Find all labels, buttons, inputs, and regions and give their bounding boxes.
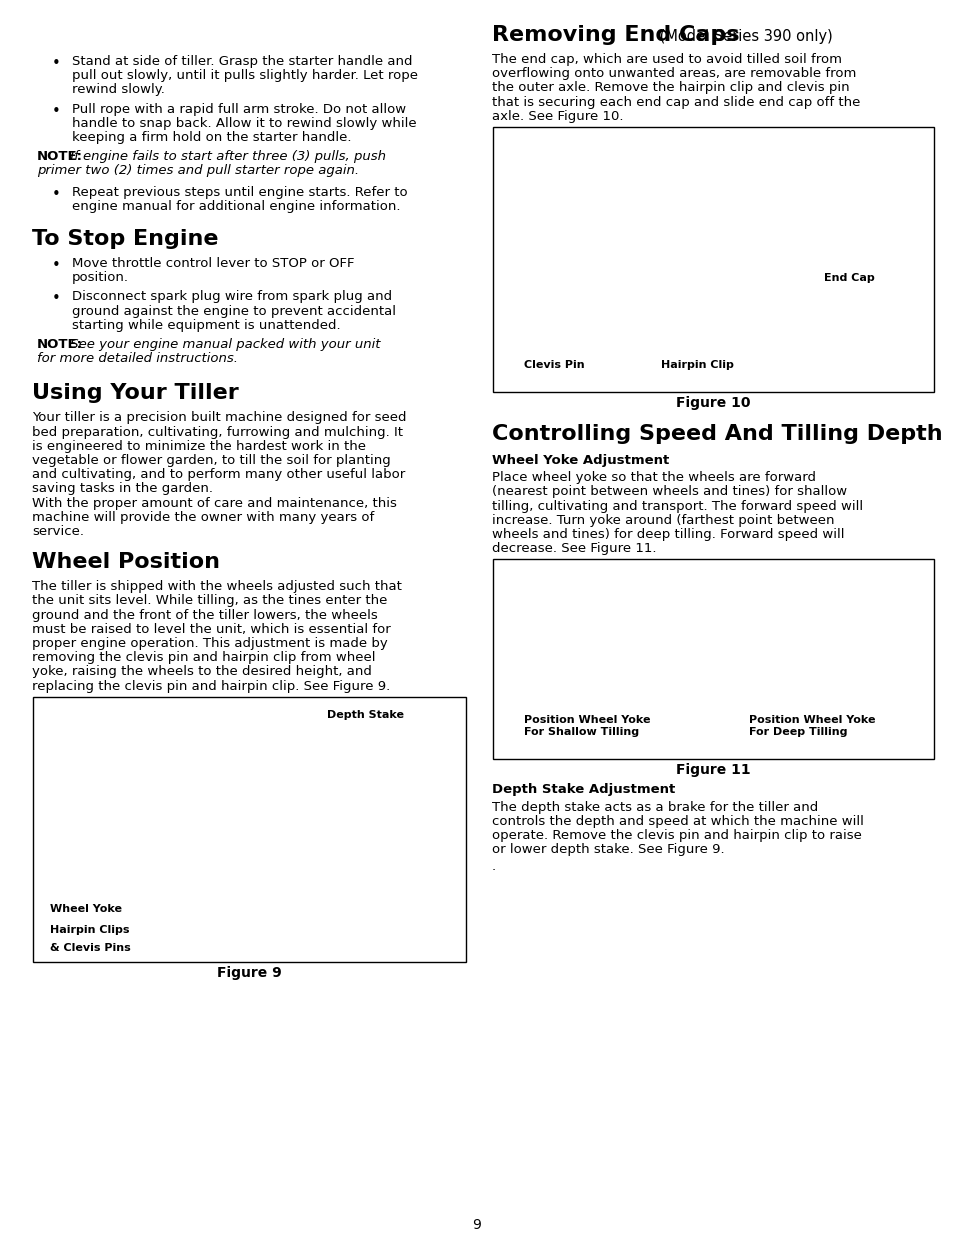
- Text: position.: position.: [71, 272, 129, 284]
- Text: & Clevis Pins: & Clevis Pins: [51, 944, 131, 953]
- Text: With the proper amount of care and maintenance, this: With the proper amount of care and maint…: [32, 496, 396, 510]
- Text: Your tiller is a precision built machine designed for seed: Your tiller is a precision built machine…: [32, 411, 406, 425]
- Text: operate. Remove the clevis pin and hairpin clip to raise: operate. Remove the clevis pin and hairp…: [492, 829, 861, 842]
- Text: machine will provide the owner with many years of: machine will provide the owner with many…: [32, 511, 374, 524]
- Text: overflowing onto unwanted areas, are removable from: overflowing onto unwanted areas, are rem…: [492, 67, 856, 80]
- Text: the outer axle. Remove the hairpin clip and clevis pin: the outer axle. Remove the hairpin clip …: [492, 82, 849, 94]
- Text: yoke, raising the wheels to the desired height, and: yoke, raising the wheels to the desired …: [32, 666, 372, 678]
- Text: handle to snap back. Allow it to rewind slowly while: handle to snap back. Allow it to rewind …: [71, 117, 416, 130]
- Text: is engineered to minimize the hardest work in the: is engineered to minimize the hardest wo…: [32, 440, 366, 453]
- Text: Wheel Yoke: Wheel Yoke: [51, 904, 122, 914]
- Text: •: •: [52, 56, 61, 70]
- Text: replacing the clevis pin and hairpin clip. See Figure 9.: replacing the clevis pin and hairpin cli…: [32, 679, 390, 693]
- Text: The tiller is shipped with the wheels adjusted such that: The tiller is shipped with the wheels ad…: [32, 580, 401, 593]
- Text: that is securing each end cap and slide end cap off the: that is securing each end cap and slide …: [492, 95, 860, 109]
- Text: •: •: [52, 291, 61, 306]
- Text: .: .: [492, 861, 496, 873]
- Text: If engine fails to start after three (3) pulls, push: If engine fails to start after three (3)…: [67, 151, 386, 163]
- Text: Hairpin Clips: Hairpin Clips: [51, 925, 130, 935]
- Text: ground against the engine to prevent accidental: ground against the engine to prevent acc…: [71, 305, 395, 317]
- Text: starting while equipment is unattended.: starting while equipment is unattended.: [71, 319, 340, 332]
- Text: ground and the front of the tiller lowers, the wheels: ground and the front of the tiller lower…: [32, 609, 377, 621]
- Text: wheels and tines) for deep tilling. Forward speed will: wheels and tines) for deep tilling. Forw…: [492, 529, 843, 541]
- Text: (nearest point between wheels and tines) for shallow: (nearest point between wheels and tines)…: [492, 485, 846, 499]
- Text: Hairpin Clip: Hairpin Clip: [659, 361, 733, 370]
- Text: NOTE:: NOTE:: [37, 151, 83, 163]
- Text: vegetable or flower garden, to till the soil for planting: vegetable or flower garden, to till the …: [32, 454, 391, 467]
- Text: •: •: [52, 104, 61, 119]
- Text: Depth Stake: Depth Stake: [327, 710, 404, 720]
- Text: NOTE:: NOTE:: [37, 338, 83, 351]
- Text: Place wheel yoke so that the wheels are forward: Place wheel yoke so that the wheels are …: [492, 472, 815, 484]
- Text: controls the depth and speed at which the machine will: controls the depth and speed at which th…: [492, 815, 863, 827]
- Text: proper engine operation. This adjustment is made by: proper engine operation. This adjustment…: [32, 637, 387, 650]
- Text: Pull rope with a rapid full arm stroke. Do not allow: Pull rope with a rapid full arm stroke. …: [71, 103, 406, 116]
- Text: Depth Stake Adjustment: Depth Stake Adjustment: [492, 783, 675, 797]
- Text: See your engine manual packed with your unit: See your engine manual packed with your …: [67, 338, 380, 351]
- Bar: [493, 559, 933, 760]
- Text: service.: service.: [32, 525, 84, 538]
- Text: and cultivating, and to perform many other useful labor: and cultivating, and to perform many oth…: [32, 468, 405, 482]
- Text: •: •: [52, 258, 61, 273]
- Text: engine manual for additional engine information.: engine manual for additional engine info…: [71, 200, 400, 212]
- Text: removing the clevis pin and hairpin clip from wheel: removing the clevis pin and hairpin clip…: [32, 651, 375, 664]
- Text: Using Your Tiller: Using Your Tiller: [32, 383, 238, 404]
- Text: To Stop Engine: To Stop Engine: [32, 228, 218, 249]
- Text: keeping a firm hold on the starter handle.: keeping a firm hold on the starter handl…: [71, 131, 351, 144]
- Text: pull out slowly, until it pulls slightly harder. Let rope: pull out slowly, until it pulls slightly…: [71, 69, 417, 83]
- Text: must be raised to level the unit, which is essential for: must be raised to level the unit, which …: [32, 622, 391, 636]
- Text: tilling, cultivating and transport. The forward speed will: tilling, cultivating and transport. The …: [492, 500, 862, 513]
- Text: Wheel Yoke Adjustment: Wheel Yoke Adjustment: [492, 454, 669, 467]
- Text: (Model Series 390 only): (Model Series 390 only): [655, 28, 832, 44]
- Text: Move throttle control lever to STOP or OFF: Move throttle control lever to STOP or O…: [71, 257, 355, 270]
- Text: axle. See Figure 10.: axle. See Figure 10.: [492, 110, 623, 122]
- Bar: [493, 127, 933, 391]
- Text: bed preparation, cultivating, furrowing and mulching. It: bed preparation, cultivating, furrowing …: [32, 426, 402, 438]
- Text: or lower depth stake. See Figure 9.: or lower depth stake. See Figure 9.: [492, 844, 724, 856]
- Text: Wheel Position: Wheel Position: [32, 552, 220, 572]
- Text: Repeat previous steps until engine starts. Refer to: Repeat previous steps until engine start…: [71, 185, 407, 199]
- Text: Stand at side of tiller. Grasp the starter handle and: Stand at side of tiller. Grasp the start…: [71, 56, 412, 68]
- Text: the unit sits level. While tilling, as the tines enter the: the unit sits level. While tilling, as t…: [32, 594, 387, 608]
- Text: Position Wheel Yoke
For Shallow Tilling: Position Wheel Yoke For Shallow Tilling: [523, 715, 650, 737]
- Text: End Cap: End Cap: [822, 273, 874, 283]
- Text: Figure 9: Figure 9: [217, 966, 281, 979]
- Text: rewind slowly.: rewind slowly.: [71, 84, 165, 96]
- Text: Figure 10: Figure 10: [676, 396, 750, 410]
- Text: Controlling Speed And Tilling Depth: Controlling Speed And Tilling Depth: [492, 424, 942, 445]
- Text: for more detailed instructions.: for more detailed instructions.: [37, 352, 237, 366]
- Text: The depth stake acts as a brake for the tiller and: The depth stake acts as a brake for the …: [492, 800, 818, 814]
- Text: Figure 11: Figure 11: [676, 763, 750, 777]
- Text: saving tasks in the garden.: saving tasks in the garden.: [32, 483, 213, 495]
- Text: Disconnect spark plug wire from spark plug and: Disconnect spark plug wire from spark pl…: [71, 290, 392, 304]
- Text: •: •: [52, 186, 61, 201]
- Text: 9: 9: [472, 1218, 481, 1233]
- Text: The end cap, which are used to avoid tilled soil from: The end cap, which are used to avoid til…: [492, 53, 841, 65]
- Text: increase. Turn yoke around (farthest point between: increase. Turn yoke around (farthest poi…: [492, 514, 834, 527]
- Text: primer two (2) times and pull starter rope again.: primer two (2) times and pull starter ro…: [37, 164, 358, 178]
- Text: Clevis Pin: Clevis Pin: [523, 361, 584, 370]
- Bar: [33, 697, 465, 962]
- Text: Position Wheel Yoke
For Deep Tilling: Position Wheel Yoke For Deep Tilling: [748, 715, 874, 737]
- Text: Removing End Caps: Removing End Caps: [492, 25, 739, 44]
- Text: decrease. See Figure 11.: decrease. See Figure 11.: [492, 542, 656, 556]
